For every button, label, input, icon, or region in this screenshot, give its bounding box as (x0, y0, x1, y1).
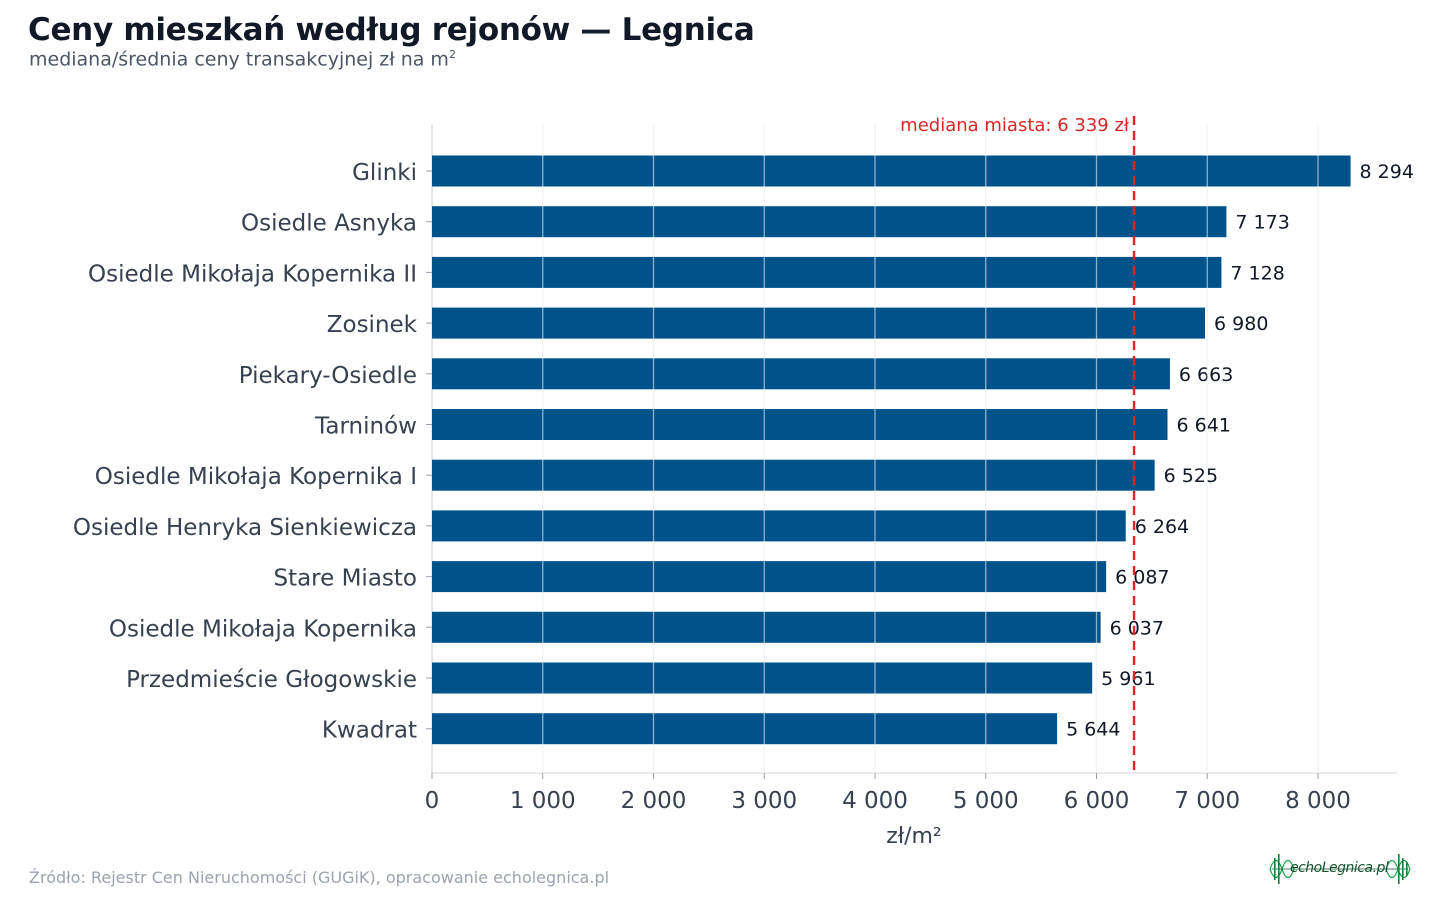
x-tick-label: 1 000 (510, 788, 576, 814)
bar (432, 459, 1155, 491)
x-tick-label: 2 000 (621, 788, 687, 814)
value-label: 6 641 (1176, 415, 1230, 437)
median-reference-label: mediana miasta: 6 339 zł (900, 115, 1130, 136)
category-label: Osiedle Henryka Sienkiewicza (73, 515, 417, 541)
x-tick-label: 7 000 (1174, 788, 1240, 814)
value-label: 6 037 (1110, 617, 1164, 639)
bar (432, 662, 1093, 694)
category-label: Piekary-Osiedle (239, 363, 417, 389)
x-axis-label: zł/m² (886, 824, 941, 849)
bar (432, 409, 1168, 440)
value-label: 6 087 (1115, 567, 1169, 589)
category-label: Zosinek (327, 312, 418, 338)
chart-subtitle-text: mediana/średnia ceny transakcyjnej zł na… (29, 48, 449, 71)
bar (432, 713, 1058, 745)
bar (432, 206, 1227, 238)
x-tick-label: 6 000 (1064, 788, 1130, 814)
logo-waveform-icon (1269, 854, 1411, 884)
value-label: 5 961 (1101, 668, 1155, 690)
category-label: Glinki (352, 160, 417, 186)
category-label: Tarninów (314, 414, 417, 440)
value-label: 7 128 (1230, 262, 1284, 284)
bar (432, 611, 1101, 643)
bar (432, 256, 1222, 288)
category-label: Kwadrat (322, 718, 417, 744)
category-label: Osiedle Mikołaja Kopernika (109, 616, 417, 642)
category-label: Osiedle Asnyka (241, 211, 417, 237)
x-tick-label: 0 (425, 788, 440, 814)
value-label: 6 264 (1135, 516, 1189, 538)
logo-text: echoLegnica.pl (1290, 860, 1389, 876)
x-tick-label: 5 000 (953, 788, 1019, 814)
value-label: 6 980 (1214, 313, 1268, 335)
value-label: 5 644 (1066, 719, 1120, 741)
chart-subtitle-superscript: 2 (448, 48, 456, 61)
bar (432, 155, 1351, 187)
category-label: Osiedle Mikołaja Kopernika II (88, 261, 417, 287)
source-note: Źródło: Rejestr Cen Nieruchomości (GUGiK… (29, 868, 610, 887)
chart-subtitle: mediana/średnia ceny transakcyjnej zł na… (29, 48, 456, 70)
bar (432, 510, 1126, 542)
bar (432, 307, 1206, 339)
value-label: 7 173 (1235, 212, 1289, 234)
value-label: 6 525 (1164, 465, 1218, 487)
chart-title: Ceny mieszkań według rejonów — Legnica (28, 12, 755, 48)
bar (432, 358, 1170, 390)
value-label: 6 663 (1179, 364, 1233, 386)
x-tick-label: 8 000 (1285, 788, 1351, 814)
value-label: 8 294 (1360, 161, 1414, 183)
x-tick-label: 4 000 (842, 788, 908, 814)
bar (432, 561, 1107, 593)
echolegnica-logo: echoLegnica.pl (1268, 846, 1412, 892)
x-tick-label: 3 000 (731, 788, 797, 814)
category-label: Osiedle Mikołaja Kopernika I (95, 464, 417, 490)
category-label: Przedmieście Głogowskie (126, 667, 417, 693)
category-label: Stare Miasto (273, 566, 417, 592)
